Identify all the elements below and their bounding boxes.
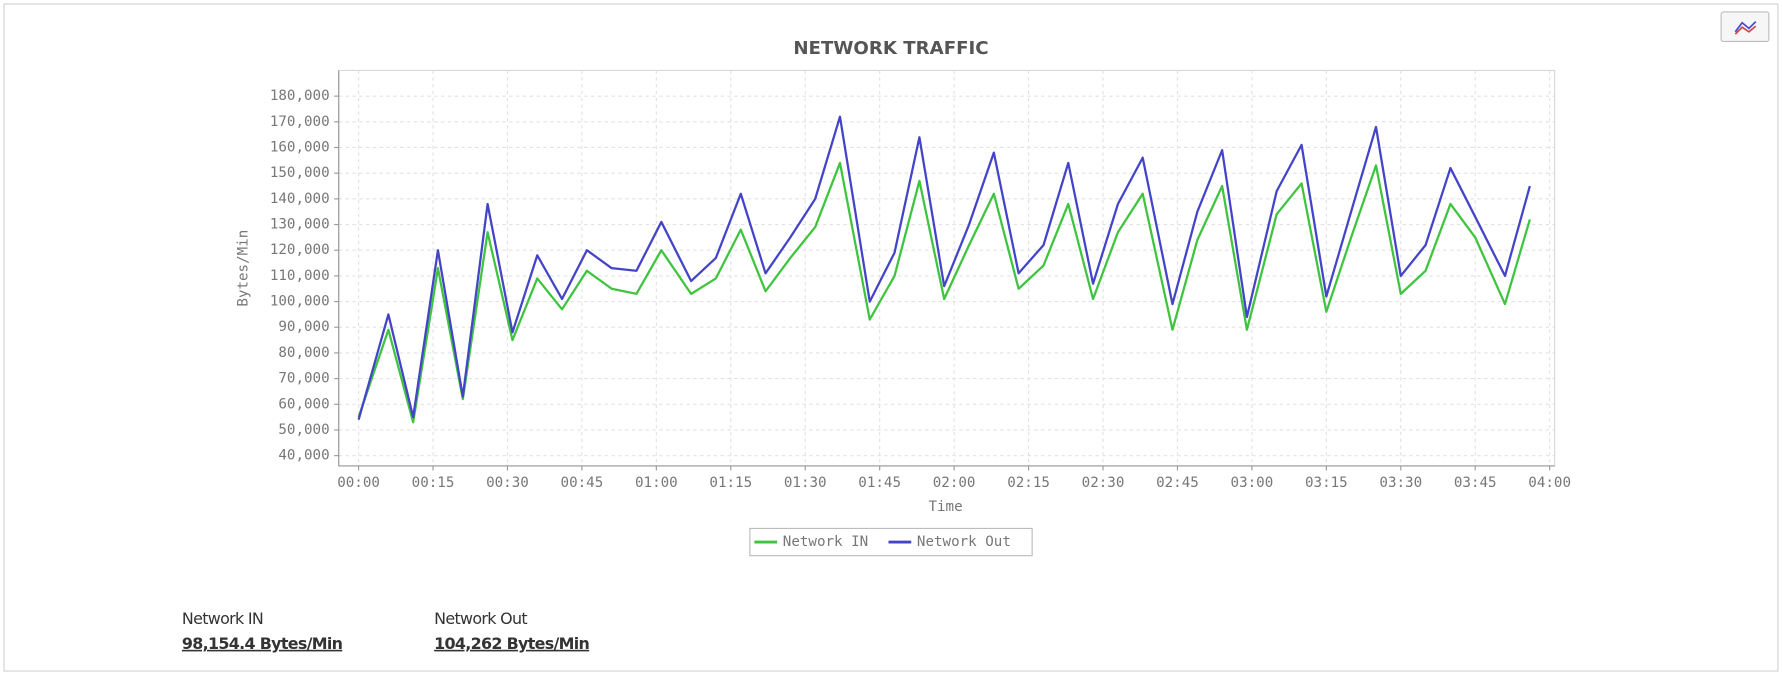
chart-title: NETWORK TRAFFIC [793,38,988,59]
button-icon [1734,20,1757,33]
y-tick-label: 60,000 [278,396,329,412]
x-tick-label: 00:15 [412,475,455,491]
y-tick-label: 130,000 [270,217,330,233]
series-line [357,115,1531,420]
x-tick-label: 01:15 [709,475,752,491]
stat-label: Network Out [434,609,527,628]
y-axis-label: Bytes/Min [235,230,251,307]
button-icon [1734,25,1757,35]
x-tick-label: 02:15 [1007,475,1050,491]
y-tick-label: 90,000 [278,319,329,335]
x-tick-label: 03:15 [1305,475,1348,491]
y-tick-label: 40,000 [278,448,329,464]
y-tick-label: 180,000 [270,88,330,104]
x-tick-label: 02:45 [1156,475,1199,491]
y-tick-label: 110,000 [270,268,330,284]
plot-area [338,69,1556,467]
x-tick-label: 00:00 [337,475,380,491]
y-tick-label: 80,000 [278,345,329,361]
legend-label: Network IN [783,534,868,550]
y-tick-label: 50,000 [278,422,329,438]
x-tick-label: 03:00 [1231,475,1274,491]
stat-value[interactable]: 104,262 Bytes/Min [434,634,590,653]
y-tick-label: 100,000 [270,294,330,310]
legend: Network IN Network Out [749,527,1033,557]
stat-label: Network IN [182,609,263,628]
x-tick-label: 01:00 [635,475,678,491]
x-tick-label: 01:45 [858,475,901,491]
stats: Network IN 98,154.4 Bytes/Min Network Out 1… [182,609,590,653]
x-tick-label: 00:45 [561,475,604,491]
x-tick-label: 03:45 [1454,475,1497,491]
y-tick-label: 160,000 [270,139,330,155]
button-frame[interactable] [1720,11,1770,43]
x-tick-label: 04:00 [1528,475,1571,491]
x-tick-label: 02:30 [1082,475,1125,491]
y-tick-label: 70,000 [278,371,329,387]
chart-type-button[interactable] [1720,11,1770,43]
y-tick-label: 170,000 [270,114,330,130]
x-tick-label: 03:30 [1379,475,1422,491]
y-tick-label: 150,000 [270,165,330,181]
x-tick-label: 00:30 [486,475,529,491]
stat-value[interactable]: 98,154.4 Bytes/Min [182,634,343,653]
x-axis-label: Time [928,499,962,515]
legend-label: Network Out [917,534,1011,550]
series-line [357,161,1531,424]
y-tick-label: 140,000 [270,191,330,207]
x-tick-label: 01:30 [784,475,827,491]
x-tick-label: 02:00 [933,475,976,491]
y-tick-label: 120,000 [270,242,330,258]
